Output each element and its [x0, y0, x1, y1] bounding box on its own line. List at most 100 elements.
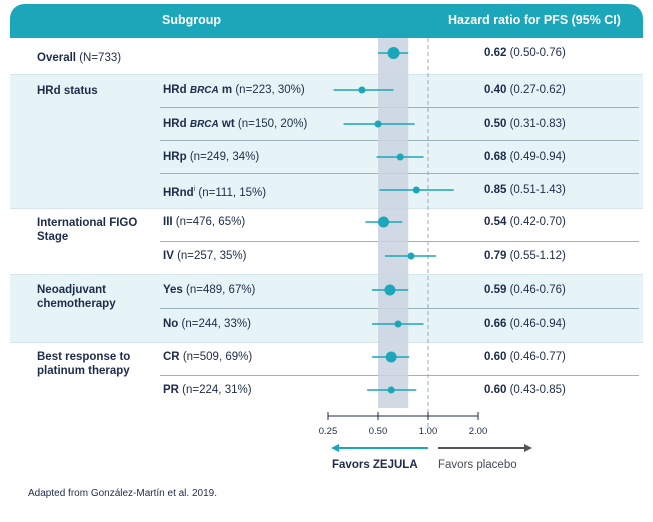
group-label: Neoadjuvant chemotherapy [37, 283, 157, 311]
group-label: Best response to platinum therapy [37, 350, 157, 378]
group-label-text: Overall [37, 52, 76, 64]
hr-ci: (0.50-0.76) [506, 47, 566, 59]
hr-estimate: 0.60 [484, 351, 507, 363]
x-tick-label: 0.50 [369, 426, 388, 437]
group-label-text: HRd status [37, 85, 98, 97]
point-estimate [412, 186, 420, 194]
subgroup-label: HRp (n=249, 34%) [163, 150, 259, 164]
forest-plot: 0.25 0.50 1.00 2.00 [319, 38, 532, 452]
x-tick-label: 2.00 [469, 426, 488, 437]
hr-estimate: 0.68 [484, 151, 507, 163]
point-estimate [374, 120, 382, 128]
hr-ci: (0.46-0.76) [506, 284, 566, 296]
point-estimate [358, 86, 366, 94]
subgroup-n: (n=509, 69%) [179, 351, 253, 363]
favors-zejula-arrowhead [331, 444, 339, 452]
subgroup-italic: BRCA [189, 119, 219, 130]
hazard-ratio-value: 0.60 (0.46-0.77) [484, 350, 566, 364]
point-estimate [387, 47, 400, 59]
hazard-ratio-header: Hazard ratio for PFS (95% CI) [448, 13, 621, 27]
hr-ci: (0.51-1.43) [506, 184, 566, 196]
hr-ci: (0.43-0.85) [506, 384, 566, 396]
hr-estimate: 0.62 [484, 47, 507, 59]
point-estimate [387, 386, 395, 394]
subgroup-header: Subgroup [162, 13, 222, 27]
hr-ci: (0.42-0.70) [506, 216, 566, 228]
hr-ci: (0.27-0.62) [506, 84, 566, 96]
group-band [10, 74, 643, 208]
group-label-text: International FIGO Stage [37, 217, 138, 243]
subgroup-label: HRd BRCA m (n=223, 30%) [163, 83, 305, 98]
subgroup-n: (n=249, 34%) [186, 151, 260, 163]
hr-ci: (0.49-0.94) [506, 151, 566, 163]
point-estimate [384, 284, 396, 296]
group-divider [10, 342, 643, 343]
point-estimate [394, 320, 402, 328]
hr-ci: (0.46-0.77) [506, 351, 566, 363]
subgroup-n: (n=224, 31%) [178, 384, 252, 396]
hr-estimate: 0.40 [484, 84, 507, 96]
forest-plot-card: Subgroup Hazard ratio for PFS (95% CI) O… [10, 4, 643, 512]
hr-estimate: 0.54 [484, 216, 507, 228]
subgroup-name: IV [163, 250, 174, 262]
hr-estimate: 0.59 [484, 284, 507, 296]
subgroup-name: No [163, 318, 179, 330]
hazard-ratio-value: 0.62 (0.50-0.76) [484, 46, 566, 60]
subgroup-name: Yes [163, 284, 183, 296]
hr-estimate: 0.50 [484, 118, 507, 130]
hr-estimate: 0.85 [484, 184, 507, 196]
point-estimate [407, 252, 415, 260]
subgroup-superscript: i [193, 186, 196, 193]
hazard-ratio-value: 0.40 (0.27-0.62) [484, 83, 566, 97]
subgroup-italic: BRCA [189, 85, 219, 96]
point-estimate [378, 216, 390, 228]
subgroup-label: IV (n=257, 35%) [163, 249, 246, 263]
group-n-label: (N=733) [76, 52, 122, 64]
subgroup-suffix: wt [218, 118, 235, 130]
subgroup-suffix: m [218, 84, 233, 96]
header-bar: Subgroup Hazard ratio for PFS (95% CI) [10, 4, 643, 38]
subgroup-label: HRd BRCA wt (n=150, 20%) [163, 117, 307, 132]
hr-estimate: 0.60 [484, 384, 507, 396]
subgroup-n: (n=476, 65%) [172, 216, 246, 228]
hr-ci: (0.31-0.83) [506, 118, 566, 130]
subgroup-n: (n=223, 30%) [232, 84, 305, 96]
hr-ci: (0.46-0.94) [506, 318, 566, 330]
subgroup-n: (n=244, 33%) [178, 318, 251, 330]
subgroup-name: HRd [163, 84, 190, 96]
hazard-ratio-value: 0.54 (0.42-0.70) [484, 215, 566, 229]
hazard-ratio-value: 0.85 (0.51-1.43) [484, 183, 566, 197]
point-estimate [396, 153, 404, 161]
x-tick-label: 1.00 [419, 426, 438, 437]
subgroup-name: HRp [163, 151, 187, 163]
subgroup-label: III (n=476, 65%) [163, 215, 245, 229]
subgroup-n: (n=489, 67%) [182, 284, 256, 296]
favors-zejula-label: Favors ZEJULA [332, 459, 418, 471]
hazard-ratio-value: 0.50 (0.31-0.83) [484, 117, 566, 131]
subgroup-n: (n=111, 15%) [195, 186, 267, 199]
group-label-text: Neoadjuvant chemotherapy [37, 284, 116, 310]
subgroup-label: Yes (n=489, 67%) [163, 283, 255, 297]
hazard-ratio-value: 0.68 (0.49-0.94) [484, 150, 566, 164]
group-label: International FIGO Stage [37, 216, 157, 244]
subgroup-n: (n=257, 35%) [173, 250, 247, 262]
group-label: HRd status [37, 84, 157, 98]
favors-placebo-label: Favors placebo [438, 459, 517, 471]
subgroup-label: PR (n=224, 31%) [163, 383, 252, 397]
hazard-ratio-value: 0.66 (0.46-0.94) [484, 317, 566, 331]
subgroup-name: HRd [163, 118, 190, 130]
point-estimate [385, 351, 397, 363]
favors-placebo-arrowhead [524, 444, 532, 452]
subgroup-label: CR (n=509, 69%) [163, 350, 252, 364]
hazard-ratio-value: 0.60 (0.43-0.85) [484, 383, 566, 397]
group-divider [10, 208, 643, 209]
footnote: Adapted from González-Martín et al. 2019… [28, 488, 217, 499]
subgroup-label: HRndi (n=111, 15%) [163, 183, 266, 200]
subgroup-label: No (n=244, 33%) [163, 317, 251, 331]
subgroup-name: CR [163, 351, 180, 363]
hr-ci: (0.55-1.12) [506, 250, 566, 262]
subgroup-name: HRnd [163, 186, 194, 199]
hazard-ratio-value: 0.79 (0.55-1.12) [484, 249, 566, 263]
x-tick-label: 0.25 [319, 426, 338, 437]
group-label: Overall (N=733) [37, 51, 157, 65]
